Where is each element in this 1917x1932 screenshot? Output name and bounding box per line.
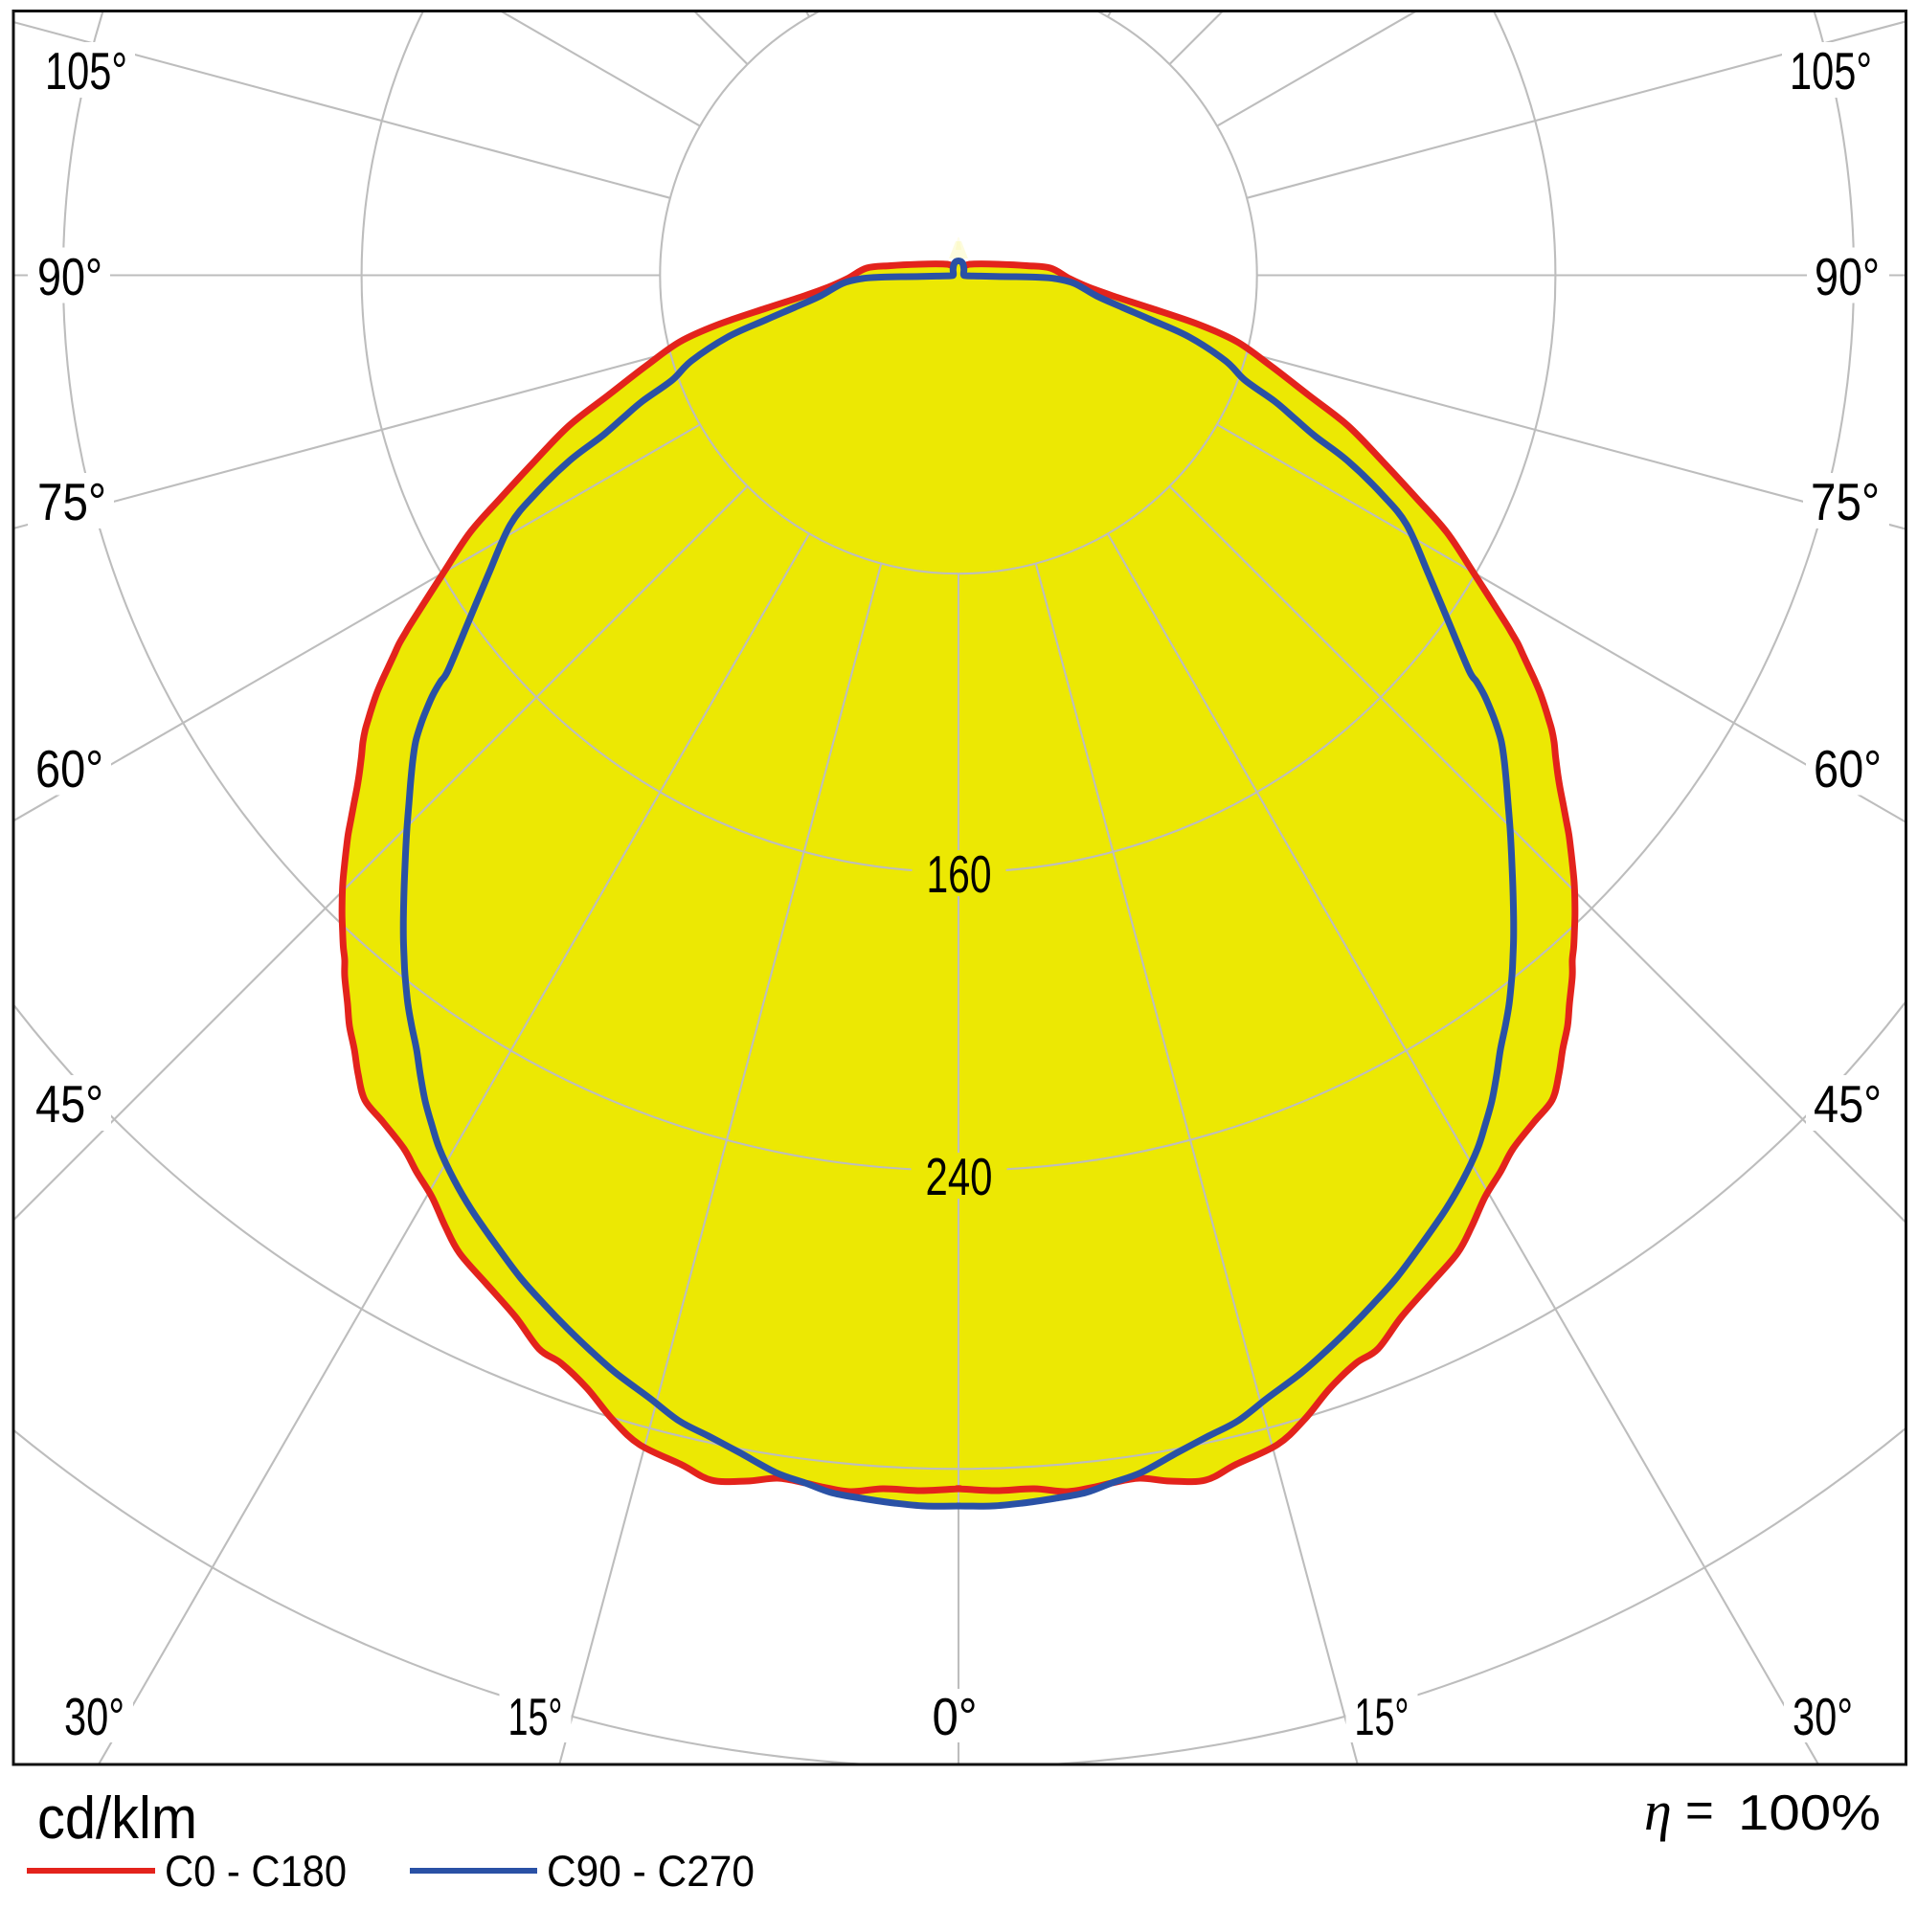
svg-text:C0 - C180: C0 - C180 <box>165 1847 347 1896</box>
svg-text:45°: 45° <box>35 1074 103 1134</box>
svg-text:30°: 30° <box>1793 1687 1853 1746</box>
svg-text:15°: 15° <box>508 1687 563 1746</box>
svg-text:105°: 105° <box>1790 41 1872 101</box>
svg-text:=: = <box>1685 1783 1714 1837</box>
svg-text:45°: 45° <box>1814 1074 1882 1134</box>
svg-text:90°: 90° <box>1815 247 1880 306</box>
svg-text:100%: 100% <box>1738 1785 1881 1840</box>
svg-text:15°: 15° <box>1355 1687 1410 1746</box>
svg-text:60°: 60° <box>1814 739 1882 798</box>
svg-text:60°: 60° <box>35 739 103 798</box>
svg-text:75°: 75° <box>1811 472 1880 531</box>
svg-text:0°: 0° <box>933 1687 978 1746</box>
svg-text:90°: 90° <box>37 247 102 306</box>
svg-text:105°: 105° <box>45 41 127 101</box>
svg-text:30°: 30° <box>64 1687 124 1746</box>
svg-text:160: 160 <box>927 844 992 904</box>
svg-text:C90 - C270: C90 - C270 <box>547 1847 755 1896</box>
svg-text:75°: 75° <box>37 472 106 531</box>
svg-text:240: 240 <box>926 1147 993 1206</box>
svg-text:η: η <box>1644 1780 1672 1842</box>
svg-text:cd/klm: cd/klm <box>37 1786 197 1852</box>
